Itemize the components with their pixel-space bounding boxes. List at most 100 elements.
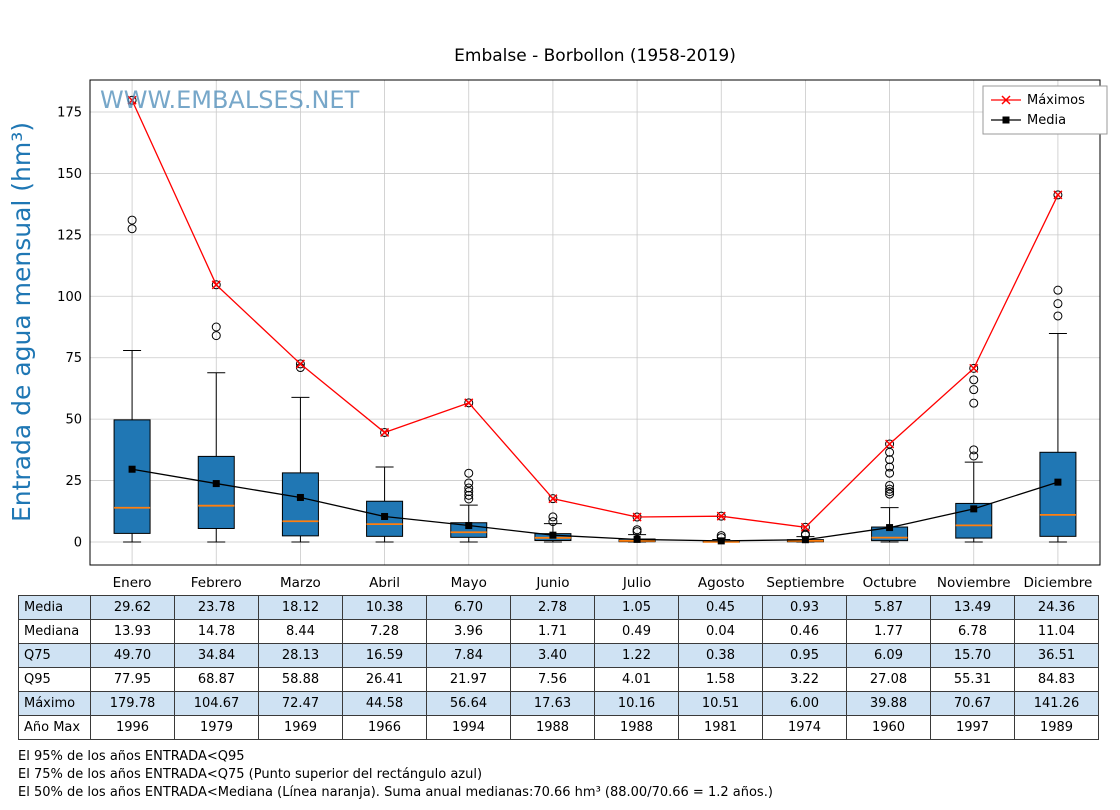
box-Febrero (197, 455, 235, 529)
value-cell: 16.59 (342, 643, 427, 668)
value-cell: 1974 (762, 715, 847, 740)
value-cell: 1960 (846, 715, 931, 740)
y-tick-label: 150 (57, 167, 82, 182)
y-tick-label: 50 (65, 413, 82, 428)
y-tick-label: 25 (65, 474, 82, 489)
row-label: Máximo (18, 691, 91, 716)
legend-maximos-label: Máximos (1027, 93, 1085, 108)
value-cell: 6.78 (930, 619, 1015, 644)
outlier-point (969, 375, 979, 385)
legend-max-x-marker-icon (1001, 95, 1011, 105)
value-cell: 14.78 (174, 619, 259, 644)
value-cell: 10.38 (342, 595, 427, 620)
max-x-marker (800, 522, 810, 532)
mean-square-marker (128, 465, 136, 473)
mean-square-marker (717, 537, 725, 545)
max-x-marker (127, 95, 137, 105)
value-cell: 44.58 (342, 691, 427, 716)
value-cell: 1969 (258, 715, 343, 740)
value-cell: 56.64 (426, 691, 511, 716)
chart-title: Embalse - Borbollon (1958-2019) (454, 46, 736, 66)
outlier-point (885, 439, 895, 449)
outlier-point (464, 478, 474, 488)
value-cell: 17.63 (510, 691, 595, 716)
value-cell: 6.00 (762, 691, 847, 716)
table-row-año-max: Año Max 1996 1979 1969 1966 1994 1988 1988 1981 1… (18, 715, 1099, 740)
max-x-marker (211, 280, 221, 290)
max-x-marker (716, 511, 726, 521)
value-cell: 1997 (930, 715, 1015, 740)
footnote-q75: El 75% de los años ENTRADA<Q75 (Punto su… (18, 767, 483, 782)
outlier-point (632, 525, 642, 535)
month-label: Marzo (280, 575, 321, 591)
value-cell: 28.13 (258, 643, 343, 668)
boxplots (113, 95, 1077, 543)
month-label: Agosto (698, 575, 745, 591)
value-cell: 13.93 (90, 619, 175, 644)
value-cell: 0.38 (678, 643, 763, 668)
outlier-point (1053, 285, 1063, 295)
outlier-point (969, 363, 979, 373)
value-cell: 6.70 (426, 595, 511, 620)
value-cell: 18.12 (258, 595, 343, 620)
row-label: Q95 (18, 667, 91, 692)
outlier-point (885, 455, 895, 465)
series-Máximos (127, 95, 1063, 532)
value-cell: 3.40 (510, 643, 595, 668)
value-cell: 1966 (342, 715, 427, 740)
month-label: Enero (113, 575, 152, 591)
month-label: Noviembre (937, 575, 1011, 591)
month-label: Julio (622, 575, 651, 591)
month-label: Abril (369, 575, 400, 591)
mean-square-marker (970, 505, 978, 513)
month-label: Junio (535, 575, 569, 591)
value-cell: 3.22 (762, 667, 847, 692)
legend-box (982, 85, 1108, 135)
table-row-q95: Q95 77.95 68.87 58.88 26.41 21.97 7.56 4.01 1.58… (18, 667, 1099, 692)
value-cell: 104.67 (174, 691, 259, 716)
outlier-point (969, 398, 979, 408)
value-cell: 27.08 (846, 667, 931, 692)
value-cell: 11.04 (1014, 619, 1099, 644)
value-cell: 15.70 (930, 643, 1015, 668)
month-label: Septiembre (766, 575, 844, 591)
value-cell: 34.84 (174, 643, 259, 668)
value-cell: 0.95 (762, 643, 847, 668)
value-cell: 0.49 (594, 619, 679, 644)
max-x-marker (632, 512, 642, 522)
value-cell: 1981 (678, 715, 763, 740)
outlier-point (295, 359, 305, 369)
value-cell: 70.67 (930, 691, 1015, 716)
outlier-point (464, 468, 474, 478)
footnote-q95: El 95% de los años ENTRADA<Q95 (18, 749, 245, 764)
mean-square-marker (633, 535, 641, 543)
value-cell: 141.26 (1014, 691, 1099, 716)
value-cell: 1989 (1014, 715, 1099, 740)
footnote-mediana: El 50% de los años ENTRADA<Mediana (Líne… (18, 785, 773, 800)
value-cell: 179.78 (90, 691, 175, 716)
mean-square-marker (801, 536, 809, 544)
value-cell: 26.41 (342, 667, 427, 692)
series-Media (128, 465, 1062, 545)
y-tick-label: 75 (65, 351, 82, 366)
value-cell: 58.88 (258, 667, 343, 692)
value-cell: 29.62 (90, 595, 175, 620)
stats-table: Media 29.62 23.78 18.12 10.38 6.70 2.78 1.05 0.4… (18, 595, 1099, 740)
outlier-point (885, 468, 895, 478)
outlier-point (211, 322, 221, 332)
watermark: WWW.EMBALSES.NET (100, 86, 360, 114)
mean-square-marker (381, 512, 389, 520)
value-cell: 0.45 (678, 595, 763, 620)
max-x-marker (548, 494, 558, 504)
row-label: Año Max (18, 715, 91, 740)
outlier-point (885, 462, 895, 472)
gridlines (90, 80, 1100, 565)
outlier-point (885, 484, 895, 494)
value-cell: 77.95 (90, 667, 175, 692)
outlier-point (211, 331, 221, 341)
legend-media-square-marker-icon (1002, 116, 1010, 124)
row-label: Mediana (18, 619, 91, 644)
mean-square-marker (549, 531, 557, 539)
row-label: Media (18, 595, 91, 620)
value-cell: 39.88 (846, 691, 931, 716)
